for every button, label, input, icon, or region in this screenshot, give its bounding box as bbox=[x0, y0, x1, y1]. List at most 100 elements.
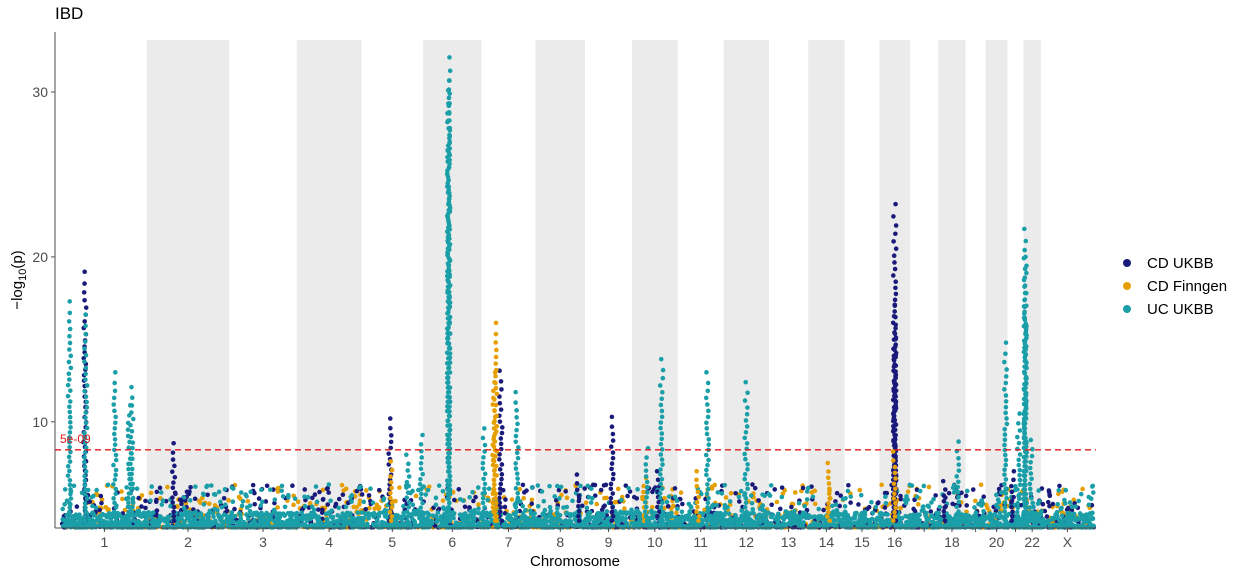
data-point bbox=[980, 513, 986, 518]
data-point bbox=[213, 518, 218, 524]
data-point bbox=[189, 519, 195, 525]
data-point bbox=[142, 519, 148, 524]
data-point bbox=[67, 377, 72, 382]
data-point bbox=[1056, 491, 1061, 497]
data-point bbox=[1063, 487, 1069, 493]
data-point bbox=[517, 486, 523, 492]
data-point bbox=[1011, 468, 1017, 474]
data-point bbox=[363, 488, 369, 493]
data-point bbox=[104, 520, 110, 525]
data-point bbox=[586, 494, 592, 500]
data-point bbox=[686, 501, 692, 507]
data-point bbox=[433, 495, 439, 501]
data-point bbox=[492, 431, 498, 437]
data-point bbox=[82, 297, 87, 303]
data-point bbox=[996, 486, 1002, 492]
data-point bbox=[893, 422, 898, 427]
data-point bbox=[608, 500, 614, 506]
data-point bbox=[866, 504, 872, 510]
data-point bbox=[491, 437, 496, 442]
data-point bbox=[490, 462, 496, 468]
data-point bbox=[435, 510, 441, 515]
data-point bbox=[491, 477, 497, 482]
data-point bbox=[67, 459, 73, 464]
data-point bbox=[112, 408, 117, 414]
data-point bbox=[1046, 489, 1052, 495]
data-point bbox=[248, 489, 254, 495]
data-point bbox=[727, 524, 732, 530]
data-point bbox=[402, 522, 407, 528]
data-point bbox=[978, 482, 984, 488]
data-point bbox=[1059, 513, 1065, 519]
data-point bbox=[809, 490, 815, 495]
data-point bbox=[320, 497, 326, 502]
data-point bbox=[90, 503, 95, 509]
data-point bbox=[1009, 483, 1014, 489]
data-point bbox=[113, 518, 119, 524]
data-point bbox=[148, 498, 153, 503]
data-point bbox=[80, 525, 86, 530]
data-point bbox=[824, 514, 830, 519]
data-point bbox=[843, 496, 848, 501]
data-point bbox=[97, 514, 103, 519]
data-point bbox=[335, 521, 340, 526]
data-point bbox=[816, 514, 821, 519]
chromosome-band bbox=[985, 40, 1008, 524]
data-point bbox=[420, 525, 426, 530]
data-point bbox=[892, 260, 897, 265]
data-point bbox=[674, 498, 680, 504]
data-point bbox=[187, 525, 193, 530]
data-point bbox=[136, 495, 141, 501]
data-point bbox=[373, 521, 379, 527]
data-point bbox=[438, 514, 444, 519]
data-point bbox=[726, 511, 732, 516]
data-point bbox=[885, 512, 890, 517]
data-point bbox=[611, 471, 616, 477]
data-point bbox=[473, 494, 478, 500]
data-point bbox=[110, 525, 116, 530]
data-point bbox=[374, 517, 380, 523]
data-point bbox=[466, 513, 472, 519]
data-point bbox=[82, 339, 88, 344]
data-point bbox=[1010, 525, 1016, 530]
data-point bbox=[720, 525, 726, 530]
data-point bbox=[67, 340, 73, 346]
data-point bbox=[555, 506, 560, 511]
data-point bbox=[497, 457, 502, 462]
data-point bbox=[672, 518, 678, 524]
data-point bbox=[219, 515, 224, 521]
data-point bbox=[891, 416, 896, 422]
data-point bbox=[825, 460, 831, 466]
data-point bbox=[641, 489, 646, 495]
data-point bbox=[409, 516, 415, 522]
data-point bbox=[304, 518, 310, 523]
data-point bbox=[544, 514, 550, 520]
data-point bbox=[497, 491, 503, 496]
data-point bbox=[810, 494, 816, 500]
data-point bbox=[558, 484, 564, 490]
data-point bbox=[892, 330, 897, 335]
data-point bbox=[326, 510, 332, 515]
data-point bbox=[530, 517, 535, 523]
data-point bbox=[891, 239, 896, 244]
data-point bbox=[610, 491, 616, 496]
data-point bbox=[524, 518, 530, 523]
data-point bbox=[113, 486, 119, 492]
data-point bbox=[848, 494, 854, 499]
data-point bbox=[389, 485, 394, 491]
data-point bbox=[929, 514, 935, 519]
data-point bbox=[1059, 518, 1064, 524]
data-point bbox=[472, 508, 477, 513]
data-point bbox=[947, 519, 952, 524]
data-point bbox=[66, 518, 72, 524]
data-point bbox=[800, 485, 806, 491]
data-point bbox=[665, 503, 671, 509]
data-point bbox=[497, 509, 503, 515]
data-point bbox=[82, 459, 87, 465]
data-point bbox=[389, 514, 395, 519]
data-point bbox=[111, 496, 116, 501]
data-point bbox=[678, 490, 684, 495]
data-point bbox=[992, 512, 997, 517]
data-point bbox=[973, 517, 979, 523]
data-point bbox=[111, 482, 116, 487]
